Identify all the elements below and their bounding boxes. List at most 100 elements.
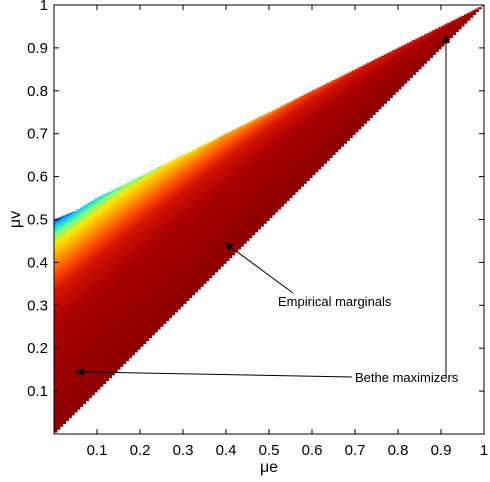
heatmap-strip [349,71,353,138]
heatmap-strip [145,173,150,342]
heatmap-strip [99,195,104,387]
heatmap-strip [140,175,144,347]
heatmap-strip [237,127,241,250]
heatmap-strip [294,98,299,193]
y-tick-label: 1 [40,0,48,14]
heatmap-strip [108,191,112,379]
heatmap-strip [185,153,190,302]
heatmap-strip [274,108,279,213]
heatmap-strip [420,35,425,67]
heatmap-strip [329,81,333,159]
x-tick-label: 0.2 [130,442,151,459]
heatmap-strip [54,218,58,433]
y-tick-label: 0.1 [27,383,48,400]
heatmap-strip [82,205,87,404]
heatmap-strip [277,107,282,210]
x-tick-label: 1 [480,442,488,459]
heatmap-strip [334,78,339,153]
heatmap-strip [343,74,347,144]
heatmap-strip [443,24,448,44]
heatmap-strip [260,115,264,227]
heatmap-strip [97,197,101,390]
heatmap-region-layer [54,5,484,433]
heatmap-strip [392,50,396,96]
heatmap-strip [461,15,465,27]
heatmap-strip [226,132,230,261]
y-axis-label: μv [7,211,24,228]
heatmap-strip [375,58,379,113]
ticks-layer: 0.1 0.2 0.3 0.4 0.5 0.6 0.7 0.8 0.9 1 0.1 0.2 0.3 0.4… [27,0,488,459]
heatmap-strip [291,100,296,196]
heatmap-strip [131,180,135,356]
heatmap-strip [160,165,164,327]
heatmap-strip [423,34,428,64]
heatmap-strip [357,67,362,130]
heatmap-strip [369,61,373,118]
heatmap-strip [475,8,479,13]
heatmap-strip [395,48,399,93]
heatmap-strip [266,112,270,221]
heatmap-strip [418,37,422,70]
heatmap-strip [446,22,451,41]
heatmap-strip [122,184,127,364]
y-tick-label: 0.7 [27,126,48,143]
heatmap-strip [59,216,64,427]
heatmap-strip [409,41,413,78]
heatmap-strip [234,128,239,253]
heatmap-strip [174,158,178,313]
heatmap-strip [254,118,259,233]
heatmap-strip [214,138,218,273]
heatmap-strip [326,82,330,161]
heatmap-strip [128,181,132,359]
heatmap-strip [458,17,462,30]
heatmap-strip [263,114,267,224]
heatmap-strip [355,68,359,133]
heatmap-strip [286,102,290,201]
heatmap-strip [289,101,293,199]
heatmap-strip [251,120,256,236]
heatmap-strip [248,121,253,239]
heatmap-strip [309,91,313,179]
x-axis-label: μe [260,459,278,476]
heatmap-strip [68,213,72,419]
heatmap-strip [62,215,67,424]
heatmap-strip [314,88,319,173]
heatmap-strip [65,214,69,422]
heatmap-strip [463,14,468,24]
x-tick-label: 0.1 [87,442,108,459]
heatmap-strip [317,87,322,170]
x-tick-label: 0.3 [173,442,194,459]
heatmap-strip [406,42,411,81]
heatmap-strip [377,57,382,110]
heatmap-strip [76,209,81,410]
heatmap-strip [188,151,193,299]
heatmap-strip [340,75,345,147]
heatmap-strip [246,122,250,241]
x-tick-label: 0.4 [216,442,237,459]
heatmap-strip [88,202,92,399]
annotation-empirical-marginals: Empirical marginals [278,294,392,309]
heatmap-strip [85,204,89,402]
heatmap-strip [271,110,276,216]
heatmap-strip [332,80,336,156]
heatmap-strip [243,124,247,244]
heatmap-strip [151,170,155,336]
heatmap-strip [154,168,158,333]
heatmap-strip [177,157,181,310]
annotations-layer: Empirical marginals Bethe maximizers [75,35,459,385]
heatmap-strip [125,183,130,362]
heatmap-strip [386,52,390,101]
heatmap-strip [208,141,213,279]
heatmap-strip [203,144,207,284]
x-tick-label: 0.7 [345,442,366,459]
heatmap-strip [452,20,456,36]
heatmap-strip [114,188,118,373]
heatmap-strip [449,21,454,38]
x-tick-label: 0.5 [259,442,280,459]
heatmap-strip [137,177,141,350]
heatmap-strip [165,163,170,322]
heatmap-strip [217,137,221,270]
axis-labels-layer: μe μv [7,211,278,476]
heatmap-strip [366,62,370,121]
heatmap-strip [117,187,121,370]
